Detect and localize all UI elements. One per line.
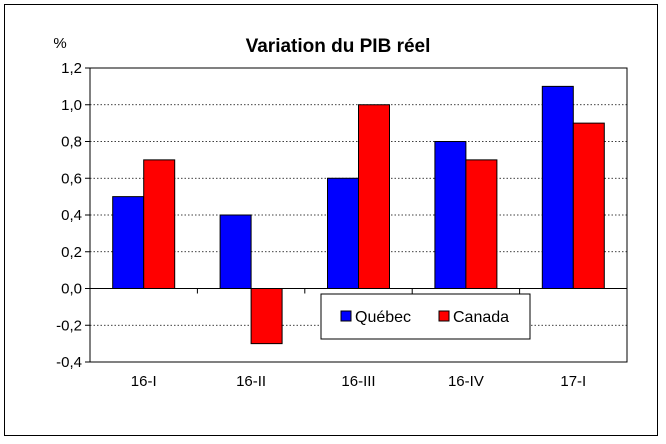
bar-canada-16-I	[143, 159, 176, 289]
y-axis-unit-label: %	[53, 35, 66, 52]
bar-canada-16-IV	[465, 159, 498, 289]
bar-québec-17-I	[541, 85, 574, 289]
x-tick-label: 16-III	[341, 373, 375, 390]
x-tick-label: 16-II	[236, 373, 266, 390]
legend-swatch-québec	[340, 310, 352, 322]
bar-québec-16-III	[327, 177, 359, 289]
y-tick-label: 0,8	[61, 134, 82, 151]
chart-frame	[4, 4, 658, 436]
y-tick-label: 0,2	[61, 244, 82, 261]
bar-canada-16-III	[358, 104, 390, 289]
chart-title: Variation du PIB réel	[246, 36, 431, 57]
bar-québec-16-II	[219, 214, 252, 289]
x-tick-label: 17-I	[560, 373, 586, 390]
y-tick-label: 1,0	[61, 97, 82, 114]
x-tick-label: 16-IV	[448, 373, 484, 390]
x-tick-label: 16-I	[131, 373, 157, 390]
y-tick-label: 1,2	[61, 60, 82, 77]
legend-box	[320, 293, 531, 340]
legend-label: Canada	[453, 309, 509, 326]
y-tick-label: -0,2	[56, 317, 82, 334]
legend-label: Québec	[355, 309, 411, 326]
x-axis: 16-I 16-II 16-III 16-IV 17-I	[89, 288, 628, 390]
legend: Québec Canada	[320, 293, 531, 340]
bar-québec-16-I	[112, 196, 145, 289]
y-axis: -0,4 -0,2 0,0 0,2 0,4 0,6 0,8 1,0 1,2	[56, 60, 90, 371]
y-tick-label: 0,6	[61, 170, 82, 187]
bars	[112, 85, 605, 345]
y-tick-label: -0,4	[56, 354, 82, 371]
legend-swatch-canada	[438, 310, 450, 322]
bar-québec-16-IV	[434, 141, 467, 289]
bar-canada-16-II	[250, 288, 283, 345]
y-tick-label: 0,4	[61, 207, 82, 224]
bar-canada-17-I	[572, 122, 605, 289]
y-tick-label: 0,0	[61, 281, 82, 298]
